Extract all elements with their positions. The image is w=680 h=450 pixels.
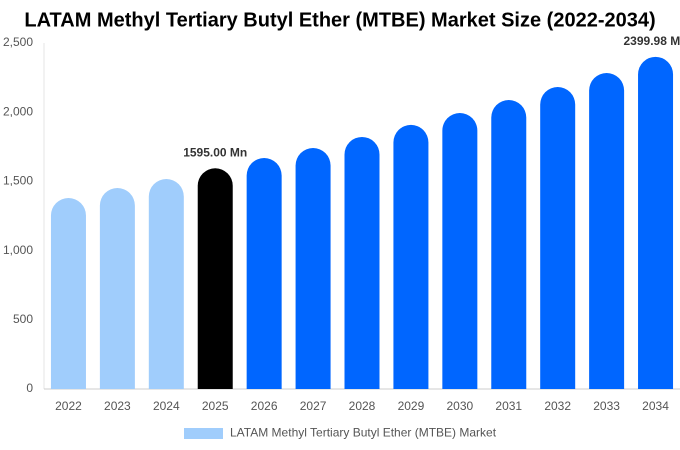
x-tick-label: 2025 [202, 399, 229, 413]
legend-swatch [184, 428, 223, 439]
value-label: 1595.00 Mn [183, 145, 247, 159]
x-tick-label: 2031 [495, 399, 522, 413]
bar [540, 87, 576, 389]
y-tick-label: 2,000 [3, 104, 33, 118]
x-tick-label: 2027 [300, 399, 327, 413]
x-tick-label: 2034 [642, 399, 669, 413]
bar [393, 124, 429, 389]
x-tick-label: 2028 [349, 399, 376, 413]
x-tick-label: 2029 [398, 399, 425, 413]
x-tick-label: 2033 [593, 399, 620, 413]
bar [99, 188, 135, 389]
value-label: 2399.98 Mn [624, 34, 680, 48]
chart-title: LATAM Methyl Tertiary Butyl Ether (MTBE)… [24, 9, 655, 31]
bar [491, 100, 527, 389]
x-tick-label: 2022 [55, 399, 82, 413]
bar [295, 148, 331, 389]
bar [246, 158, 282, 389]
y-tick-label: 0 [26, 381, 33, 395]
bar [50, 198, 86, 389]
bar [638, 56, 674, 389]
bar [442, 113, 478, 389]
x-tick-label: 2026 [251, 399, 278, 413]
y-tick-label: 500 [13, 312, 33, 326]
legend-label: LATAM Methyl Tertiary Butyl Ether (MTBE)… [230, 426, 497, 440]
x-tick-label: 2023 [104, 399, 131, 413]
y-tick-label: 1,000 [3, 243, 33, 257]
bar [148, 179, 184, 389]
bar [589, 73, 625, 389]
y-tick-label: 2,500 [3, 35, 33, 49]
x-tick-label: 2032 [544, 399, 571, 413]
bar [197, 168, 233, 389]
x-tick-label: 2024 [153, 399, 180, 413]
y-tick-label: 1,500 [3, 174, 33, 188]
bar [344, 136, 380, 389]
x-tick-label: 2030 [446, 399, 473, 413]
